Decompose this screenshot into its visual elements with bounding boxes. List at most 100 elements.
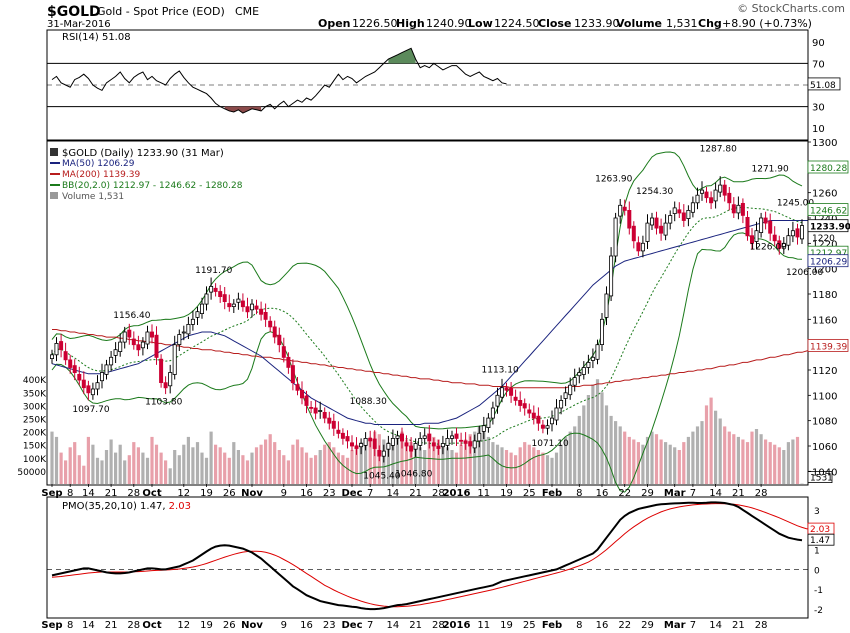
candle-body — [72, 365, 77, 374]
volume-bar — [168, 468, 172, 484]
volume-bar — [623, 431, 627, 484]
price-badge — [807, 160, 849, 174]
volume-bar — [654, 434, 659, 484]
volume-bar — [227, 457, 231, 484]
volume-bar — [182, 444, 186, 484]
volume-value: 1,531 — [666, 17, 698, 30]
candle-body — [154, 334, 159, 358]
candle-body — [645, 222, 650, 242]
candle-body — [681, 212, 686, 221]
candle-body — [763, 217, 768, 224]
x-axis-label-bottom: 28 — [127, 620, 140, 631]
volume-tick-label: 100K — [23, 455, 47, 465]
price-panel — [46, 140, 809, 486]
x-axis-label: 21 — [409, 488, 422, 499]
candle-body — [254, 305, 259, 310]
x-axis-label: Nov — [241, 488, 263, 499]
volume-bar — [318, 450, 322, 484]
legend-bb: BB(20,2.0) 1212.97 - 1246.62 - 1280.28 — [62, 181, 243, 191]
bb-middle-line — [51, 206, 803, 445]
candle-body — [322, 411, 327, 419]
candle-body — [686, 209, 691, 219]
x-axis-label-bottom: 29 — [641, 620, 654, 631]
candle-body — [504, 387, 509, 391]
candle-body — [222, 294, 227, 303]
price-annotation: 1191.70 — [195, 266, 232, 276]
x-axis-label: 14 — [82, 488, 95, 499]
volume-bar — [795, 436, 800, 484]
x-axis-label: 2016 — [443, 488, 471, 499]
volume-bar — [618, 426, 622, 484]
volume-bar — [614, 421, 618, 484]
candle-body — [631, 225, 636, 242]
symbol-title: $GOLD — [47, 4, 101, 20]
candle-body — [459, 439, 464, 442]
volume-bar — [686, 436, 690, 484]
volume-bar — [236, 450, 240, 484]
candle-body — [277, 334, 282, 346]
volume-bar — [73, 442, 77, 484]
x-axis-label-bottom: Sep — [41, 620, 62, 631]
volume-bar — [473, 431, 477, 484]
price-layer: 1097.70 1156.40 1103.80 1191.70 1088.30 1045.… — [50, 138, 850, 493]
volume-bar — [277, 450, 281, 484]
x-axis-label: 11 — [477, 488, 490, 499]
x-axis-label-bottom: 9 — [281, 620, 287, 631]
candle-body — [554, 407, 559, 421]
price-tick-label: 1100 — [812, 391, 837, 402]
x-axis-label: 29 — [641, 488, 654, 499]
candle-body — [372, 438, 377, 449]
candle-body — [386, 443, 391, 450]
candle-body — [445, 437, 450, 446]
candle-body — [304, 395, 309, 406]
candle-body — [440, 443, 445, 448]
volume-bar — [54, 436, 59, 484]
quote-bar: Open 1226.50 High 1240.90 Low 1224.50 Cl… — [318, 17, 812, 30]
legend-swatch-price — [50, 148, 58, 156]
candle-body — [281, 346, 286, 358]
candle-body — [518, 399, 523, 406]
candle-body — [622, 206, 627, 211]
candle-body — [422, 435, 427, 439]
volume-bar — [577, 415, 581, 484]
price-annotation: 1088.30 — [350, 397, 387, 407]
volume-bar — [550, 457, 554, 484]
volume-bar — [100, 460, 104, 484]
x-axis-label-bottom: 8 — [67, 620, 73, 631]
volume-bar — [764, 439, 768, 484]
volume-bar — [259, 444, 263, 484]
price-badge — [807, 219, 849, 233]
x-axis-label-bottom: 16 — [300, 620, 313, 631]
x-axis-label: 23 — [323, 488, 336, 499]
date-label: 31-Mar-2016 — [47, 19, 111, 30]
volume-bar — [432, 436, 436, 484]
candle-body — [527, 409, 532, 414]
pmo-tick-label: 1 — [814, 547, 820, 557]
candle-body — [745, 216, 750, 237]
volume-label: Volume — [616, 17, 662, 30]
volume-bar — [568, 431, 572, 484]
x-axis-label: 14 — [709, 488, 722, 499]
candle-body — [86, 385, 91, 394]
pmo-layer: -2-101232.031.47 — [47, 501, 835, 616]
candle-body — [418, 437, 423, 446]
volume-bar — [400, 431, 404, 484]
x-axis-label: 14 — [387, 488, 400, 499]
candle-body — [331, 420, 336, 429]
volume-bar — [768, 442, 772, 484]
x-axis-label: 21 — [105, 488, 118, 499]
candle-body — [286, 356, 291, 368]
candle-body — [481, 425, 486, 432]
candle-body — [595, 344, 600, 360]
volume-bar — [427, 442, 431, 484]
volume-tick-label: 250K — [23, 416, 47, 426]
x-axis-label-bottom: 28 — [755, 620, 768, 631]
volume-bar — [636, 442, 640, 484]
volume-bar — [650, 431, 654, 484]
volume-bar — [736, 436, 740, 484]
rsi-tick-label: 90 — [812, 38, 825, 49]
volume-tick-label: 400K — [23, 376, 47, 386]
pmo-tick-label: 3 — [814, 507, 820, 517]
candle-body — [309, 406, 314, 409]
volume-bar — [132, 442, 136, 484]
